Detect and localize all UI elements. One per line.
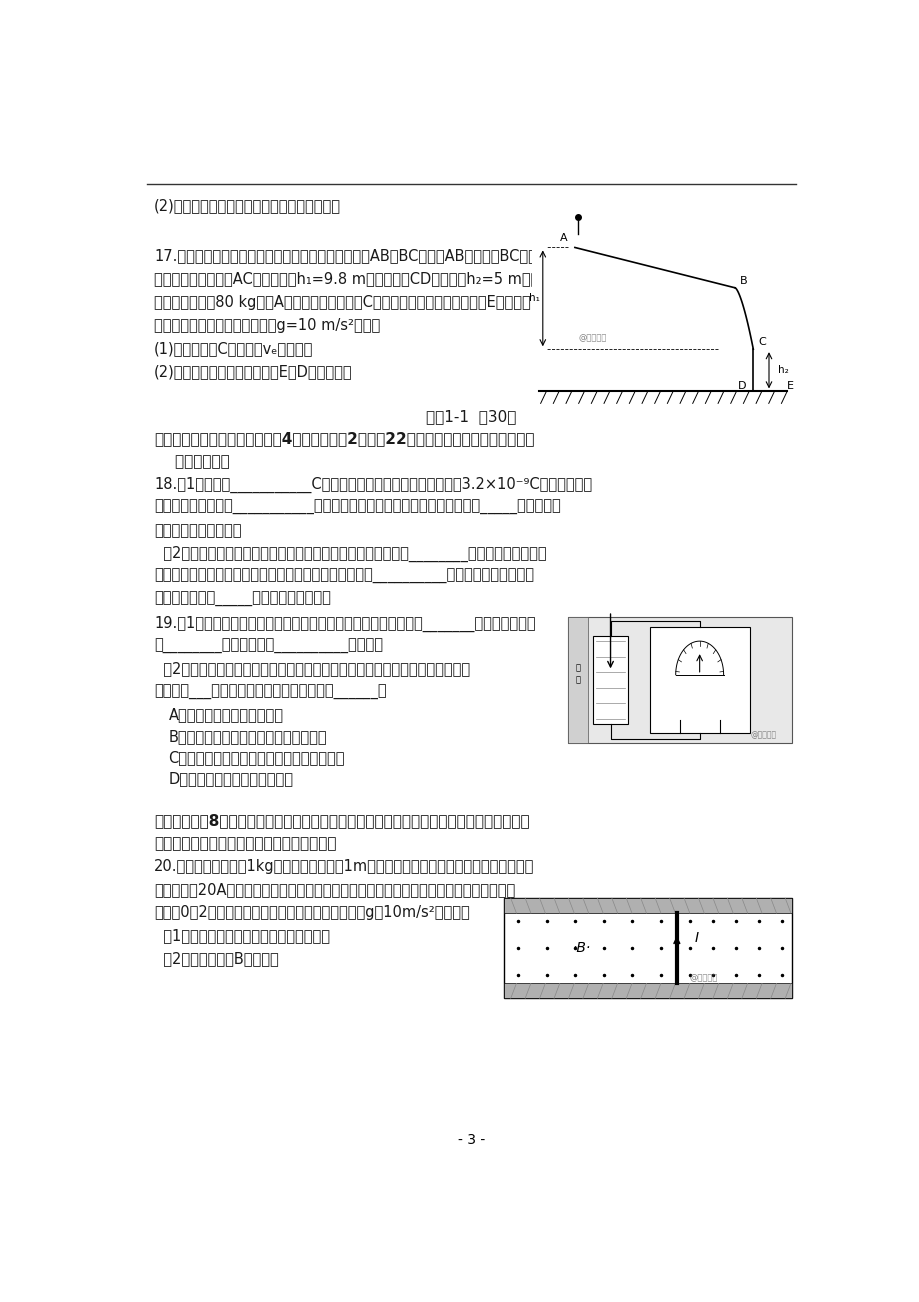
Text: @正确教育: @正确教育 (750, 729, 777, 738)
Text: h₁: h₁ (528, 293, 539, 303)
Text: A．磁铁放在螺线管中不动时: A．磁铁放在螺线管中不动时 (168, 708, 283, 723)
Text: 17.山地滑雪是人们喜爱的一项体育运动，一滑雪坡由AB和BC组成，AB为斜坡，BC是光滑: 17.山地滑雪是人们喜爱的一项体育运动，一滑雪坡由AB和BC组成，AB为斜坡，B… (154, 249, 545, 263)
Text: (2)汽车从开始刹车至最终停下来运动的距离。: (2)汽车从开始刹车至最终停下来运动的距离。 (154, 198, 341, 214)
Text: - 3 -: - 3 - (458, 1133, 484, 1147)
Text: 装备的总质量为80 kg，从A点由静止滑下，通过C点后水平飞落到水平地面上的E点。不计: 装备的总质量为80 kg，从A点由静止滑下，通过C点后水平飞落到水平地面上的E点… (154, 294, 530, 310)
Bar (503, 898, 791, 999)
Text: 生________，从而预言了__________的存在。: 生________，从而预言了__________的存在。 (154, 638, 383, 654)
Bar (567, 617, 791, 742)
Text: 因数为0．2，金属杆在磁场力作用下向右匀速运动（g取10m/s²）。求：: 因数为0．2，金属杆在磁场力作用下向右匀速运动（g取10m/s²）。求： (154, 905, 470, 921)
Bar (531, 227, 791, 402)
Text: ·B·: ·B· (572, 941, 590, 956)
Text: 送电中，导线上会有电能损失，损失的电能主要由电流的__________引起，在输电功率一定: 送电中，导线上会有电能损失，损失的电能主要由电流的__________引起，在输… (154, 569, 534, 585)
Text: （2）实验题，如图所示，电流表与螺线管组成闭合电路，以下过程不能使电流: （2）实验题，如图所示，电流表与螺线管组成闭合电路，以下过程不能使电流 (154, 661, 470, 677)
Bar (649, 628, 749, 733)
Bar (503, 983, 791, 999)
Text: 确的数值和单位，只写出最后答案不得分。）: 确的数值和单位，只写出最后答案不得分。） (154, 836, 336, 852)
Text: 的圆弧，如图所示。AC竖直高度差h₁=9.8 m，竖直台阶CD高度差为h₂=5 m。运动员连同滑雪: 的圆弧，如图所示。AC竖直高度差h₁=9.8 m，竖直台阶CD高度差为h₂=5 … (154, 272, 592, 286)
Text: C: C (757, 337, 765, 348)
Text: 20.如图所示，质量为1kg的金属杆置于相距1m的两水平轨道上，金属杆中通有方向如图所: 20.如图所示，质量为1kg的金属杆置于相距1m的两水平轨道上，金属杆中通有方向… (154, 859, 534, 874)
Text: @正确教育: @正确教育 (578, 333, 607, 342)
Text: （2）变压器是根据电磁感应原理工作的，所以变压器只能改变________电的电压。在远距离: （2）变压器是根据电磁感应原理工作的，所以变压器只能改变________电的电压… (154, 547, 546, 562)
Text: I: I (694, 931, 698, 945)
Text: （1）一分钟内通过金属杆横截面的电量；: （1）一分钟内通过金属杆横截面的电量； (154, 928, 330, 943)
Text: 空气阻力和轨道的摩擦阻力，取g=10 m/s²。求：: 空气阻力和轨道的摩擦阻力，取g=10 m/s²。求： (154, 318, 380, 332)
Text: C．将磁铁从螺线管中向上快速拉出的过程中: C．将磁铁从螺线管中向上快速拉出的过程中 (168, 750, 345, 764)
Text: D: D (738, 381, 746, 392)
Text: 偏转的是___，能使电流表指针偏转较大的是______。: 偏转的是___，能使电流表指针偏转较大的是______。 (154, 685, 386, 699)
Text: (1)运动员到达C点的速度vₑ的大小；: (1)运动员到达C点的速度vₑ的大小； (154, 341, 313, 355)
Text: 18.（1）电荷量___________C叫做元电荷，某带电体所带电荷量是3.2×10⁻⁹C，此带电体所: 18.（1）电荷量___________C叫做元电荷，某带电体所带电荷量是3.2… (154, 477, 592, 493)
Text: A: A (560, 233, 567, 243)
Text: (2)运动员在水平地面上的落点E到D点的距离。: (2)运动员在水平地面上的落点E到D点的距离。 (154, 363, 353, 379)
Text: 示，大小为20A的恒定电流，两轨道间存在竖直方向的匀强磁场。金属杆与轨道间的动摩擦: 示，大小为20A的恒定电流，两轨道间存在竖直方向的匀强磁场。金属杆与轨道间的动摩… (154, 881, 515, 897)
Text: B．将磁铁从螺线管中向上拉出的过程中: B．将磁铁从螺线管中向上拉出的过程中 (168, 729, 327, 743)
Text: 应横线上。）: 应横线上。） (154, 454, 230, 469)
Text: 19.（1）麦克斯韦电磁场理论的两个基本论点是：变化的磁场产生_______，变化的电场产: 19.（1）麦克斯韦电磁场理论的两个基本论点是：变化的磁场产生_______，变… (154, 616, 535, 631)
Bar (503, 898, 791, 913)
Text: 带电荷量是元电荷的___________倍。电荷的定向移动形成电流，物理学规定_____电荷定向移: 带电荷量是元电荷的___________倍。电荷的定向移动形成电流，物理学规定_… (154, 500, 561, 516)
Text: 五、填空题及实验题（本题包括4个小题，每空2分，共22分。请把正确答案填在答题卡相: 五、填空题及实验题（本题包括4个小题，每空2分，共22分。请把正确答案填在答题卡… (154, 431, 534, 447)
Bar (567, 617, 587, 742)
Text: @正确教育: @正确教育 (689, 974, 717, 982)
Text: 时，输电电压越_____，电能损失就越小。: 时，输电电压越_____，电能损失就越小。 (154, 592, 331, 608)
Text: 六、计算题（8分，解答应写出必要的文字说明、方程式和主要演算步骤，答案中必须写出明: 六、计算题（8分，解答应写出必要的文字说明、方程式和主要演算步骤，答案中必须写出… (154, 812, 529, 828)
Text: B: B (739, 276, 746, 286)
Text: 选修1-1  共30分: 选修1-1 共30分 (425, 409, 516, 424)
Text: E: E (787, 381, 793, 392)
Bar (592, 637, 628, 724)
Text: 动的方向为电流方向。: 动的方向为电流方向。 (154, 523, 242, 538)
Text: （2）磁感应强度B的大小。: （2）磁感应强度B的大小。 (154, 952, 278, 966)
Text: D．将磁铁插入螺线管的过程中: D．将磁铁插入螺线管的过程中 (168, 771, 293, 786)
Text: h₂: h₂ (777, 366, 788, 375)
Text: 磁
束: 磁 束 (574, 663, 580, 685)
